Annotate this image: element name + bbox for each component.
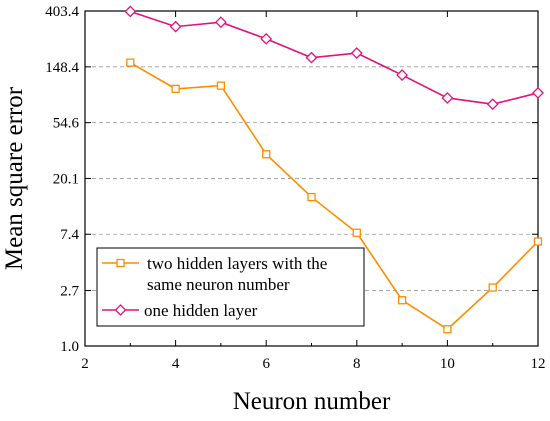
data-point: [533, 237, 543, 246]
series-line: [129, 61, 539, 331]
data-point: [305, 51, 318, 64]
y-axis-title: Mean square error: [1, 86, 28, 270]
legend-label: same neuron number: [147, 275, 290, 294]
data-point: [352, 228, 361, 237]
legend: two hidden layers with the same neuron nu…: [96, 247, 365, 327]
data-point: [169, 20, 182, 33]
data-point: [124, 5, 137, 18]
data-point: [441, 92, 454, 104]
data-point: [532, 87, 544, 99]
y-tick-label: 20.1: [53, 171, 79, 187]
data-point: [126, 58, 135, 67]
x-tick-label: 2: [81, 356, 89, 372]
data-point: [350, 47, 363, 59]
legend-label: one hidden layer: [144, 301, 258, 320]
data-point: [443, 325, 452, 334]
data-point: [397, 296, 407, 305]
y-tick-label: 2.7: [60, 284, 79, 300]
data-point: [488, 283, 497, 292]
x-tick-label: 6: [262, 356, 270, 372]
y-tick-label: 54.6: [53, 116, 80, 132]
x-tick-label: 10: [440, 356, 455, 372]
series-1: [126, 58, 543, 334]
data-point: [216, 81, 226, 90]
data-point: [262, 150, 271, 159]
data-point: [486, 98, 499, 111]
data-point: [396, 69, 409, 82]
x-axis-title: Neuron number: [233, 388, 391, 415]
legend-box: [96, 247, 365, 327]
x-tick-label: 4: [172, 356, 180, 372]
data-point: [214, 16, 227, 29]
y-tick-label: 1.0: [60, 339, 79, 355]
data-point: [171, 84, 180, 94]
x-tick-label: 8: [353, 356, 361, 372]
series-layer: [124, 5, 544, 334]
y-tick-label: 403.4: [45, 4, 79, 20]
x-tick-label: 12: [531, 356, 546, 372]
y-tick-label: 148.4: [45, 60, 79, 76]
legend-label: two hidden layers with the: [147, 254, 327, 273]
legend-marker: [114, 304, 127, 316]
series-line: [130, 10, 539, 106]
series-2: [124, 5, 544, 111]
y-tick-label: 7.4: [60, 227, 79, 243]
data-point: [307, 192, 316, 202]
data-point: [260, 32, 273, 45]
legend-marker: [116, 258, 125, 268]
axis-ticks: 2 4 6 8 10 12 1.0 2.7 7.4 20.1 54.6 148.4 403.4: [45, 4, 545, 372]
